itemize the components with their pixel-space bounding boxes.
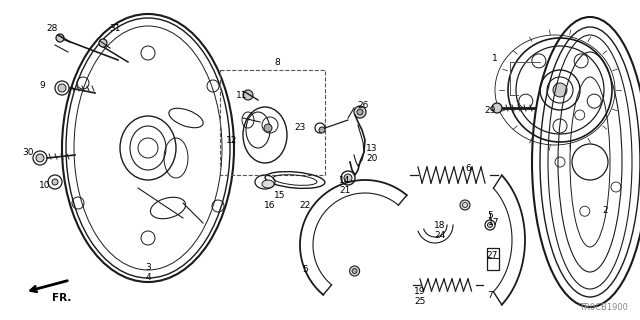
Text: 19: 19 [414,287,426,297]
Circle shape [52,179,58,185]
Bar [487,248,499,270]
Circle shape [243,90,253,100]
Text: 4: 4 [145,274,151,283]
Circle shape [460,200,470,210]
Text: 9: 9 [39,81,45,90]
Circle shape [492,103,502,113]
Text: 26: 26 [357,100,369,109]
Text: 23: 23 [294,123,306,132]
Text: 12: 12 [227,135,237,145]
Text: 11: 11 [236,91,248,100]
Circle shape [357,109,363,115]
Text: 2: 2 [602,205,608,214]
Circle shape [553,83,567,97]
Text: 31: 31 [109,23,121,33]
Bar [220,70,325,175]
Text: 24: 24 [435,230,445,239]
Circle shape [264,124,272,132]
Circle shape [319,127,325,133]
Text: FR.: FR. [52,293,72,303]
Text: 10: 10 [39,180,51,189]
Text: 5: 5 [302,266,308,275]
Circle shape [344,174,352,182]
Text: 20: 20 [366,154,378,163]
Text: 30: 30 [22,148,34,156]
Text: 3: 3 [145,263,151,273]
Text: 28: 28 [46,23,58,33]
Text: 13: 13 [366,143,378,153]
Text: 16: 16 [264,201,276,210]
Text: 15: 15 [275,190,285,199]
Circle shape [349,266,360,276]
Text: 17: 17 [488,218,500,227]
Text: 29: 29 [484,106,496,115]
Text: 25: 25 [414,298,426,307]
Text: 1: 1 [492,53,498,62]
Text: 21: 21 [339,186,351,195]
Text: 8: 8 [274,58,280,67]
Text: 27: 27 [486,251,498,260]
Circle shape [99,39,107,47]
Circle shape [56,34,64,42]
Circle shape [58,84,66,92]
Text: 7: 7 [487,291,493,300]
Text: 22: 22 [300,201,310,210]
Text: 18: 18 [435,220,445,229]
Text: 5: 5 [487,211,493,220]
Text: TR0CB1900: TR0CB1900 [579,303,628,312]
Text: 6: 6 [465,164,471,172]
Circle shape [36,154,44,162]
Circle shape [352,268,357,274]
Circle shape [488,222,493,228]
Circle shape [354,106,366,118]
Text: 14: 14 [339,175,351,185]
Ellipse shape [262,180,274,188]
